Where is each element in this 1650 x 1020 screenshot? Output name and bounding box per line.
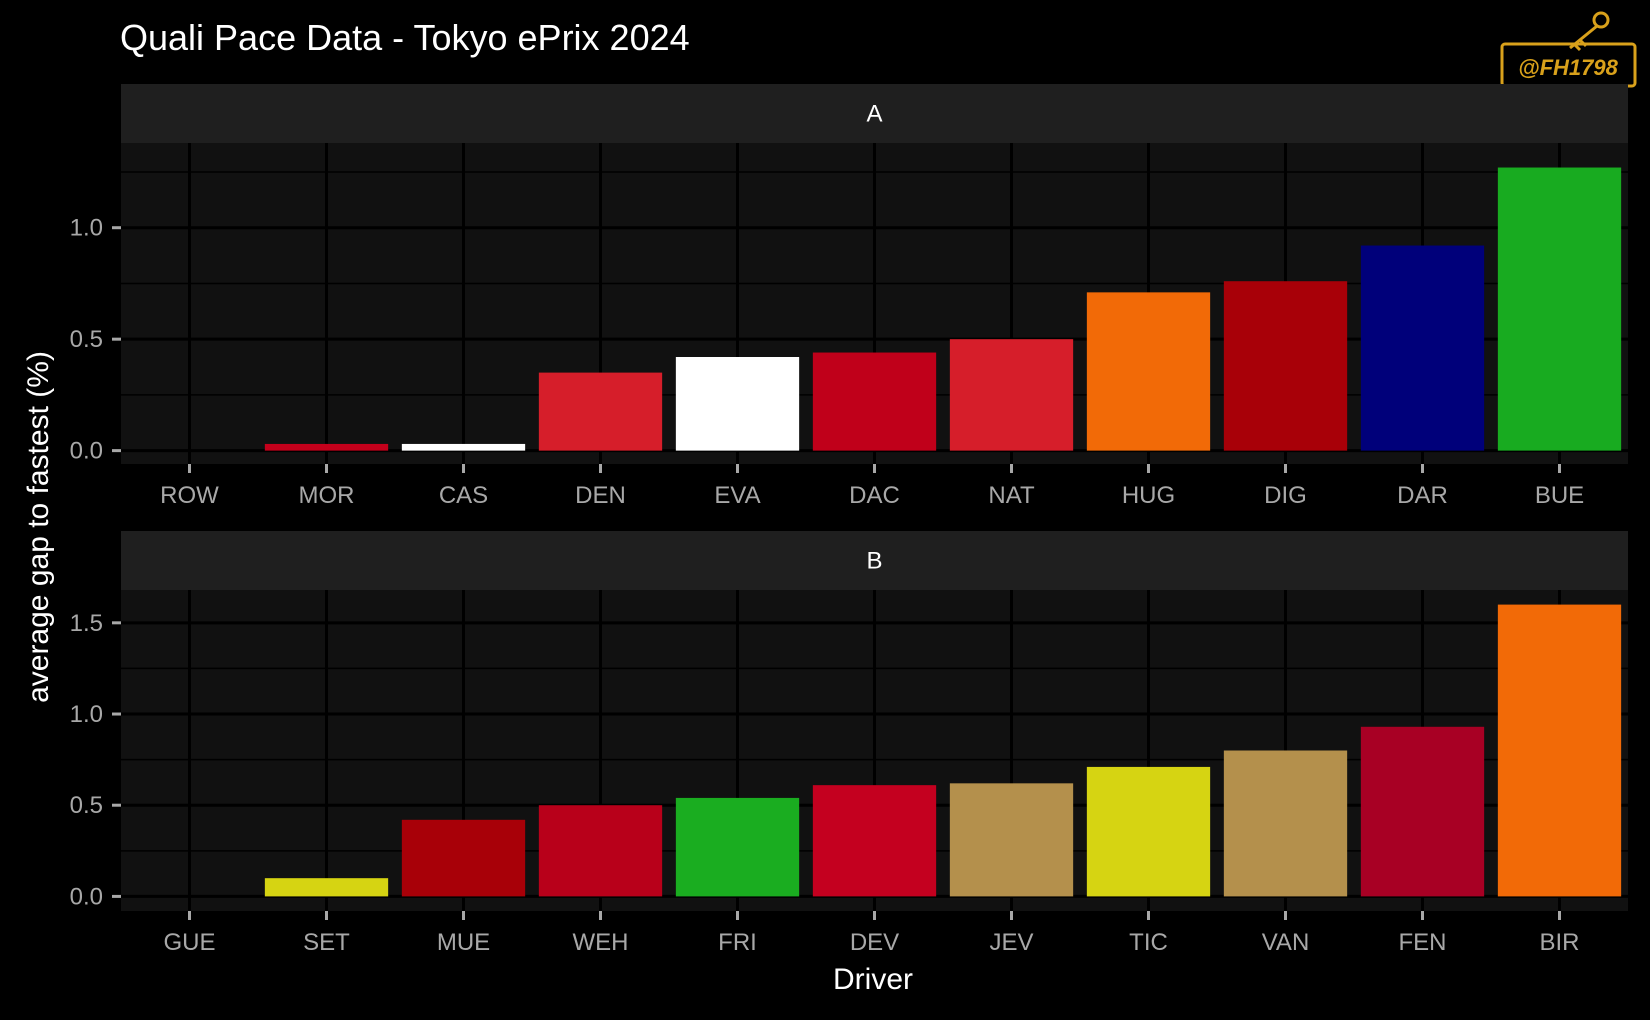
y-tick-label: 0.5 — [70, 326, 103, 353]
x-tick-label: ROW — [160, 482, 219, 509]
x-tick-label: MOR — [299, 482, 355, 509]
facet-strip-label: A — [866, 101, 882, 128]
bar-nat — [949, 339, 1074, 451]
x-tick-label: JEV — [989, 929, 1033, 956]
y-axis-title: average gap to fastest (%) — [22, 351, 55, 703]
x-tick-label: DEN — [575, 482, 626, 509]
panel-a: A 0.0 0.5 1.0 ROW MOR CAS DEN EVA DAC NAT HUG DIG DAR… — [70, 84, 1628, 509]
x-tick-label: BIR — [1539, 929, 1579, 956]
x-tick-label: DAR — [1397, 482, 1448, 509]
bar-cas — [401, 443, 526, 451]
x-tick-label: FEN — [1399, 929, 1447, 956]
y-tick-label: 1.0 — [70, 701, 103, 728]
x-tick-label: MUE — [437, 929, 490, 956]
bar-fen — [1360, 726, 1485, 897]
bar-bue — [1497, 167, 1622, 451]
facet-strip — [121, 531, 1628, 590]
x-tick-label: HUG — [1122, 482, 1175, 509]
bar-dev — [812, 785, 937, 897]
bar-hug — [1086, 292, 1211, 451]
x-tick-label: WEH — [573, 929, 629, 956]
x-tick-label: TIC — [1129, 929, 1168, 956]
panel-b: B 0.0 0.5 1.0 1.5 GUE SET MUE WEH FRI DEV JEV TIC VAN… — [70, 531, 1628, 956]
bar-eva — [675, 357, 800, 451]
bar-fri — [675, 797, 800, 897]
x-tick-label: NAT — [988, 482, 1035, 509]
y-tick-label: 0.5 — [70, 792, 103, 819]
x-tick-label: DIG — [1264, 482, 1307, 509]
x-tick-label: GUE — [163, 929, 215, 956]
bar-jev — [949, 783, 1074, 897]
bar-mue — [401, 819, 526, 897]
bar-mor — [264, 443, 389, 451]
x-tick-label: BUE — [1535, 482, 1584, 509]
bar-van — [1223, 750, 1348, 897]
x-tick-label: VAN — [1262, 929, 1310, 956]
bar-den — [538, 372, 663, 451]
y-tick-label: 0.0 — [70, 438, 103, 465]
bar-dig — [1223, 281, 1348, 451]
facet-panels: A 0.0 0.5 1.0 ROW MOR CAS DEN EVA DAC NAT HUG DIG DAR… — [70, 84, 1628, 956]
x-tick-label: DEV — [850, 929, 899, 956]
y-tick-label: 1.0 — [70, 215, 103, 242]
y-tick-label: 1.5 — [70, 610, 103, 637]
facet-strip-label: B — [866, 548, 882, 575]
bar-dac — [812, 352, 937, 451]
y-tick-label: 0.0 — [70, 883, 103, 910]
watermark-text: @FH1798 — [1518, 55, 1618, 80]
bar-weh — [538, 805, 663, 897]
x-tick-label: EVA — [714, 482, 760, 509]
x-tick-label: CAS — [439, 482, 488, 509]
bar-bir — [1497, 604, 1622, 897]
bar-set — [264, 878, 389, 897]
bar-tic — [1086, 766, 1211, 897]
x-tick-label: SET — [303, 929, 350, 956]
facet-strip — [121, 84, 1628, 143]
bar-dar — [1360, 245, 1485, 451]
x-tick-label: DAC — [849, 482, 900, 509]
chart-title: Quali Pace Data - Tokyo ePrix 2024 — [120, 17, 690, 58]
x-axis-title: Driver — [833, 963, 913, 996]
x-tick-label: FRI — [718, 929, 757, 956]
